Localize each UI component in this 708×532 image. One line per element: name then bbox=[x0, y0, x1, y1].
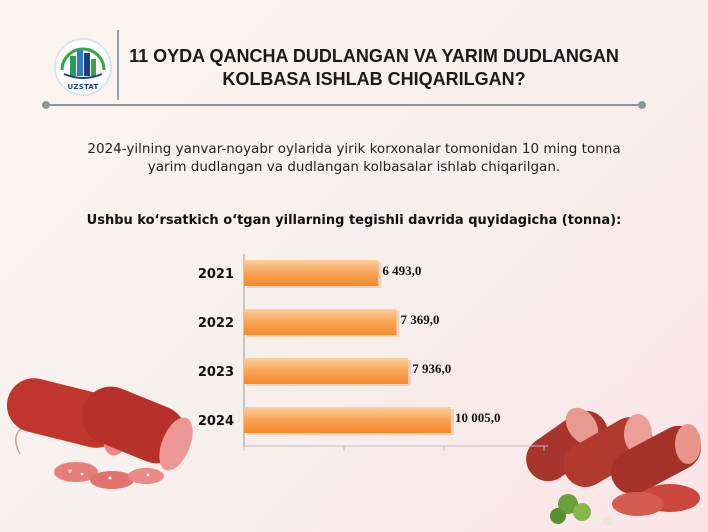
sausage-salami-image bbox=[6, 378, 193, 489]
intro-text: 2024-yilning yanvar-noyabr oylarida yiri… bbox=[40, 140, 668, 176]
bar-2023 bbox=[244, 358, 409, 384]
category-label: 2022 bbox=[198, 316, 234, 331]
category-label: 2021 bbox=[198, 267, 234, 282]
intro-line-2: yarim dudlangan va dudlangan kolbasalar … bbox=[147, 159, 561, 175]
intro-line-1: 2024-yilning yanvar-noyabr oylarida yiri… bbox=[87, 141, 621, 157]
chart-subtitle: Ushbu ko‘rsatkich o‘tgan yillarning tegi… bbox=[86, 213, 622, 228]
bar-2021 bbox=[244, 260, 379, 286]
title-line-2: KOLBASA ISHLAB CHIQARILGAN? bbox=[222, 69, 526, 89]
rule-dot-left bbox=[42, 101, 50, 109]
bar-2024 bbox=[244, 407, 451, 433]
chart-bars: 2021 6 493,0 2022 7 369,0 2023 7 936,0 2024 10 … bbox=[198, 260, 501, 435]
uzstat-logo: UZSTAT bbox=[54, 38, 112, 96]
category-label: 2024 bbox=[198, 414, 234, 429]
header-rule bbox=[46, 104, 642, 106]
category-label: 2023 bbox=[198, 365, 234, 380]
value-label: 10 005,0 bbox=[455, 410, 501, 425]
page-title: 11 OYDA QANCHA DUDLANGAN VA YARIM DUDLAN… bbox=[124, 45, 624, 91]
value-label: 6 493,0 bbox=[382, 263, 421, 278]
rule-dot-right bbox=[638, 101, 646, 109]
header-divider bbox=[117, 30, 119, 100]
value-label: 7 936,0 bbox=[412, 361, 451, 376]
sausage-with-greens-image bbox=[526, 407, 701, 527]
title-line-1: 11 OYDA QANCHA DUDLANGAN VA YARIM DUDLAN… bbox=[129, 46, 619, 66]
buildings-icon bbox=[60, 47, 106, 79]
logo-text: UZSTAT bbox=[67, 83, 99, 91]
bar-2022 bbox=[244, 309, 397, 335]
value-label: 7 369,0 bbox=[400, 312, 439, 327]
